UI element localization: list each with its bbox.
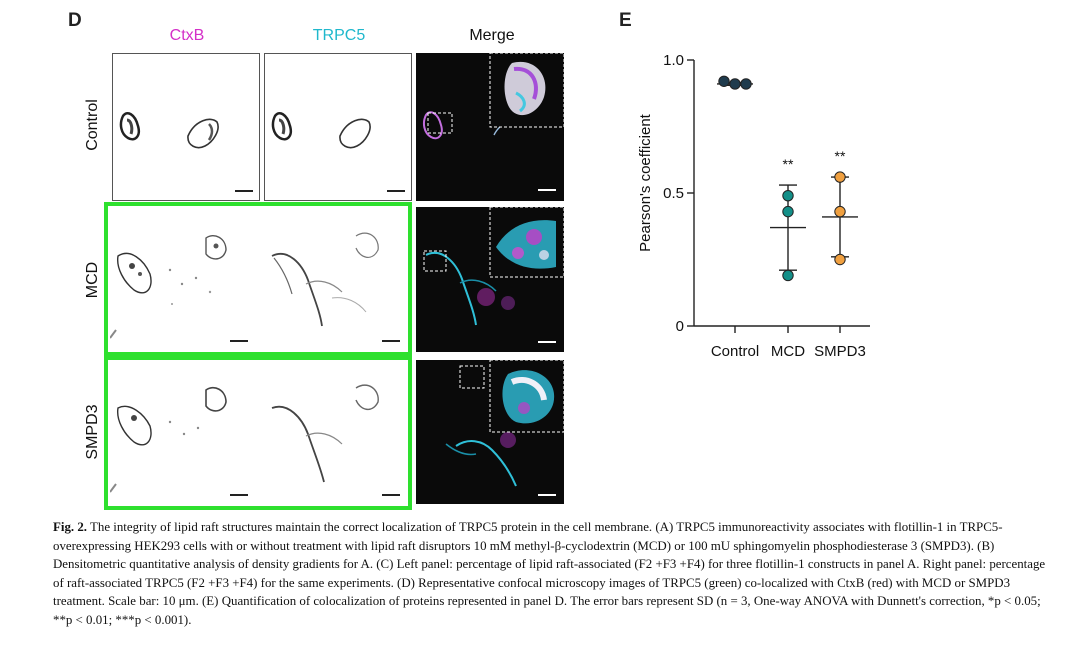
data-point xyxy=(782,189,794,202)
micrograph-smpd3-trpc5 xyxy=(262,362,407,505)
x-tick-label: SMPD3 xyxy=(814,343,866,360)
figure-caption: Fig. 2. The integrity of lipid raft stru… xyxy=(53,518,1053,629)
micrograph-mcd-trpc5 xyxy=(262,208,407,351)
scale-bar xyxy=(538,341,556,343)
y-tick-label: 0 xyxy=(676,318,684,335)
micrograph-control-merge xyxy=(416,53,564,201)
row-header-control: Control xyxy=(84,99,101,151)
micrograph-mcd-merge xyxy=(416,207,564,352)
pearson-chart: 0 0.5 1.0 Pearson's coefficient Control MCD SM… xyxy=(637,52,870,360)
caption-text: The integrity of lipid raft structures m… xyxy=(53,520,1046,627)
scale-bar xyxy=(382,340,400,342)
data-point xyxy=(729,78,741,90)
micrograph-control-ctxb xyxy=(112,53,260,201)
data-point xyxy=(834,205,846,218)
highlight-frame-mcd xyxy=(104,202,412,356)
panel-e-letter: E xyxy=(619,10,632,31)
data-point xyxy=(718,75,730,87)
scale-bar xyxy=(382,494,400,496)
micrograph-smpd3-ctxb xyxy=(110,362,254,505)
column-header-trpc5: TRPC5 xyxy=(312,27,366,44)
caption-label: Fig. 2. xyxy=(53,520,88,534)
micrograph-smpd3-merge xyxy=(416,360,564,504)
scale-bar xyxy=(538,189,556,191)
y-tick-label: 1.0 xyxy=(663,52,684,69)
x-tick-label: MCD xyxy=(771,343,805,360)
micrograph-control-trpc5 xyxy=(264,53,412,201)
highlight-frame-smpd3 xyxy=(104,356,412,510)
scale-bar xyxy=(538,494,556,496)
row-header-smpd3: SMPD3 xyxy=(84,404,101,460)
significance-marker: ** xyxy=(835,148,846,164)
column-header-ctxb: CtxB xyxy=(169,27,205,44)
significance-marker: ** xyxy=(783,156,794,172)
column-header-merge: Merge xyxy=(469,27,515,44)
y-tick-label: 0.5 xyxy=(663,185,684,202)
scale-bar xyxy=(387,190,405,192)
data-point xyxy=(740,78,752,90)
panel-d-letter: D xyxy=(68,10,82,31)
x-tick-label: Control xyxy=(711,343,759,360)
scale-bar xyxy=(230,340,248,342)
scale-bar xyxy=(230,494,248,496)
scale-bar xyxy=(235,190,253,192)
micrograph-mcd-ctxb xyxy=(110,208,254,351)
data-point xyxy=(834,171,846,183)
row-header-mcd: MCD xyxy=(84,261,101,299)
data-point xyxy=(782,205,794,218)
data-point xyxy=(834,253,846,266)
y-axis-label: Pearson's coefficient xyxy=(637,113,654,251)
data-point xyxy=(782,269,794,282)
